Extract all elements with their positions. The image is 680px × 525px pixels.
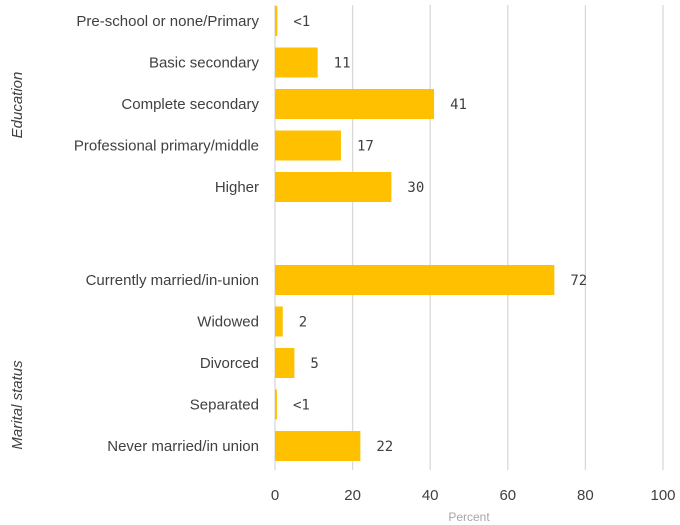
category-label: Never married/in union	[107, 438, 259, 455]
data-label: 30	[407, 180, 424, 196]
data-label: 17	[357, 139, 374, 155]
data-label: 2	[299, 315, 307, 331]
data-label: 22	[376, 439, 393, 455]
bar	[275, 431, 361, 461]
category-label: Separated	[190, 397, 259, 414]
category-label: Widowed	[197, 314, 259, 331]
bar	[275, 89, 435, 119]
bar	[275, 172, 392, 202]
category-label: Complete secondary	[121, 96, 259, 113]
bar	[275, 265, 555, 295]
x-tick-labels: 0 20 40 60 80 100	[271, 487, 676, 504]
category-label: Higher	[215, 179, 259, 196]
category-labels: Pre-school or none/Primary Basic secondar…	[74, 13, 260, 455]
x-tick-label: 20	[344, 487, 361, 504]
bar	[275, 389, 277, 420]
x-tick-label: 0	[271, 487, 279, 504]
group-label: Education	[9, 72, 26, 139]
data-label: <1	[293, 14, 310, 30]
data-label: <1	[293, 398, 310, 414]
category-label: Divorced	[200, 355, 259, 372]
category-label: Basic secondary	[149, 55, 260, 72]
bar	[275, 47, 318, 78]
category-label: Pre-school or none/Primary	[76, 13, 259, 30]
x-tick-label: 80	[577, 487, 594, 504]
bar	[275, 6, 278, 36]
bar	[275, 306, 283, 337]
x-axis-label: Percent	[448, 510, 490, 524]
data-label: 41	[450, 97, 467, 113]
bar	[275, 348, 295, 378]
data-label: 11	[334, 56, 351, 72]
bar	[275, 130, 341, 161]
data-label: 72	[570, 273, 587, 289]
gridlines	[274, 5, 664, 470]
category-label: Currently married/in-union	[86, 272, 259, 289]
category-label: Professional primary/middle	[74, 138, 259, 155]
bars	[275, 6, 555, 461]
group-label: Marital status	[9, 360, 26, 450]
data-label: 5	[310, 356, 318, 372]
x-tick-label: 40	[422, 487, 439, 504]
data-labels: <1 11 41 17 30 72 2 5 <1 22	[293, 14, 587, 455]
group-labels: Education Marital status	[9, 72, 26, 450]
x-tick-label: 60	[499, 487, 516, 504]
x-tick-label: 100	[650, 487, 675, 504]
